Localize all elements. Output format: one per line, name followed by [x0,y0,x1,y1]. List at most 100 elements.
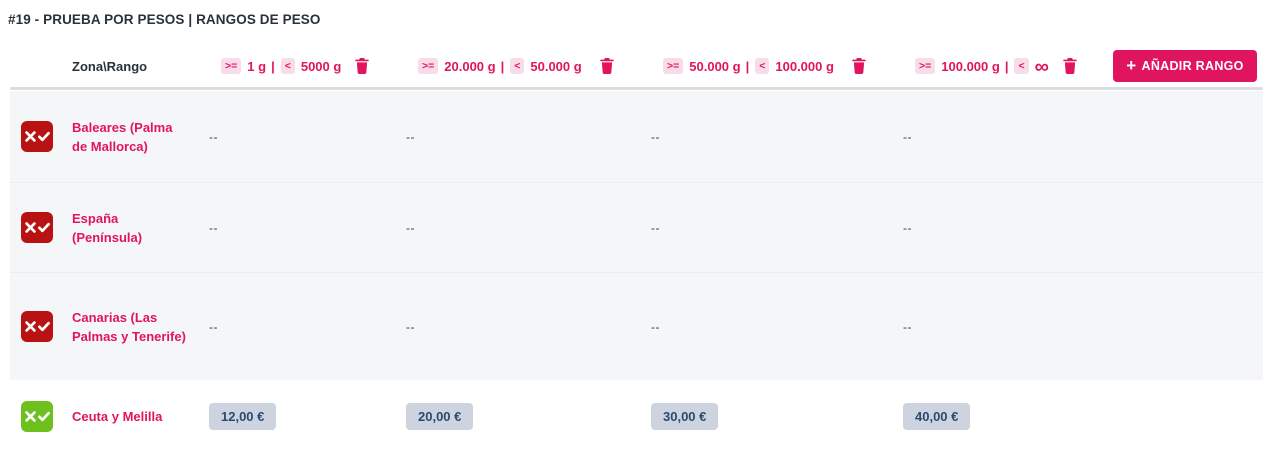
range-column-header: >= 20.000 g | < 50.000 g [405,57,650,75]
x-icon [24,221,37,234]
delete-range-button[interactable] [852,58,866,74]
check-icon [37,221,51,234]
zone-toggle-cell [10,121,72,152]
lt-operator-badge: < [1014,57,1029,75]
range-from-value[interactable]: 20.000 g [444,58,496,74]
table-row: España (Península) -- -- -- -- [10,182,1263,272]
page-title: #19 - PRUEBA POR PESOS | RANGOS DE PESO [8,12,321,27]
zone-disabled-toggle[interactable] [21,311,53,342]
corner-label: Zona\Rango [72,58,148,74]
gte-operator-badge: >= [418,57,439,75]
trash-icon [355,58,369,74]
zone-name: España (Península) [72,210,143,245]
empty-value: -- [209,319,218,334]
range-from-value[interactable]: 50.000 g [689,58,741,74]
table-row: Ceuta y Melilla 12,00 € 20,00 € 30,00 € … [10,380,1263,453]
empty-value: -- [406,319,415,334]
price-value[interactable]: 20,00 € [406,403,474,430]
zone-toggle-cell [10,311,72,342]
range-value-cell: -- [902,318,1113,336]
check-icon [37,320,51,333]
range-separator: | [271,58,275,74]
x-icon [24,410,37,423]
price-value[interactable]: 30,00 € [651,403,719,430]
range-value-cell: -- [405,128,650,146]
price-value[interactable]: 40,00 € [903,403,971,430]
range-value-cell: 20,00 € [405,403,650,430]
zone-toggle-cell [10,212,72,243]
empty-value: -- [903,319,912,334]
delete-range-button[interactable] [1063,58,1077,74]
range-value-cell: -- [208,318,405,336]
zone-toggle-cell [10,401,72,432]
range-separator: | [745,58,750,74]
range-from-value[interactable]: 1 g [247,58,267,74]
delete-range-button[interactable] [355,58,369,74]
zone-name: Canarias (Las Palmas y Tenerife) [72,309,186,344]
empty-value: -- [651,129,660,144]
range-to-value[interactable]: 50.000 g [530,58,582,74]
check-icon [37,130,51,143]
range-to-value[interactable]: 100.000 g [775,58,834,74]
range-header: >= 20.000 g | < 50.000 g [405,57,650,75]
infinity-symbol[interactable]: ∞ [1034,56,1049,78]
table-row: Canarias (Las Palmas y Tenerife) -- -- -… [10,272,1263,380]
delete-range-button[interactable] [600,58,614,74]
zone-name: Ceuta y Melilla [72,409,163,424]
zone-disabled-toggle[interactable] [21,212,53,243]
range-value-cell: 40,00 € [902,403,1113,430]
empty-value: -- [903,129,912,144]
plus-icon: + [1126,55,1137,75]
trash-icon [852,58,866,74]
check-icon [37,410,51,423]
range-to-value[interactable]: 5000 g [300,58,342,74]
price-value[interactable]: 12,00 € [209,403,277,430]
range-value-cell: -- [208,128,405,146]
gte-operator-badge: >= [915,57,936,75]
range-value-cell: -- [902,128,1113,146]
table-body: Baleares (Palma de Mallorca) -- -- -- -- [10,91,1263,453]
empty-value: -- [651,319,660,334]
zone-disabled-toggle[interactable] [21,121,53,152]
range-value-cell: 12,00 € [208,403,405,430]
empty-value: -- [651,220,660,235]
horizontal-scrollbar[interactable] [10,87,1263,90]
zone-name: Baleares (Palma de Mallorca) [72,119,173,154]
range-header: >= 1 g | < 5000 g [208,57,405,75]
range-column-header: >= 50.000 g | < 100.000 g [650,57,902,75]
range-value-cell: 30,00 € [650,403,902,430]
gte-operator-badge: >= [221,57,242,75]
empty-value: -- [406,129,415,144]
empty-value: -- [209,129,218,144]
add-range-button[interactable]: + AÑADIR RANGO [1113,50,1257,82]
range-value-cell: -- [650,128,902,146]
range-value-cell: -- [208,219,405,237]
range-value-cell: -- [902,219,1113,237]
range-from-value[interactable]: 100.000 g [941,58,1000,74]
trash-icon [1063,58,1077,74]
range-value-cell: -- [650,219,902,237]
table-row: Baleares (Palma de Mallorca) -- -- -- -- [10,91,1263,182]
range-header: >= 100.000 g | < ∞ [902,56,1113,78]
range-column-header: >= 1 g | < 5000 g [208,57,405,75]
empty-value: -- [209,220,218,235]
zone-enabled-toggle[interactable] [21,401,53,432]
gte-operator-badge: >= [663,57,684,75]
range-separator: | [1004,58,1009,74]
range-separator: | [500,58,505,74]
range-value-cell: -- [405,219,650,237]
range-column-header: >= 100.000 g | < ∞ [902,56,1113,78]
range-value-cell: -- [650,318,902,336]
lt-operator-badge: < [755,57,770,75]
range-value-cell: -- [405,318,650,336]
table-header: Zona\Rango >= 1 g | < 5000 g >= 20.000 g… [0,45,1275,87]
x-icon [24,320,37,333]
lt-operator-badge: < [510,57,525,75]
x-icon [24,130,37,143]
lt-operator-badge: < [280,57,295,75]
range-header: >= 50.000 g | < 100.000 g [650,57,902,75]
add-range-label: AÑADIR RANGO [1141,59,1244,73]
trash-icon [600,58,614,74]
empty-value: -- [406,220,415,235]
empty-value: -- [903,220,912,235]
